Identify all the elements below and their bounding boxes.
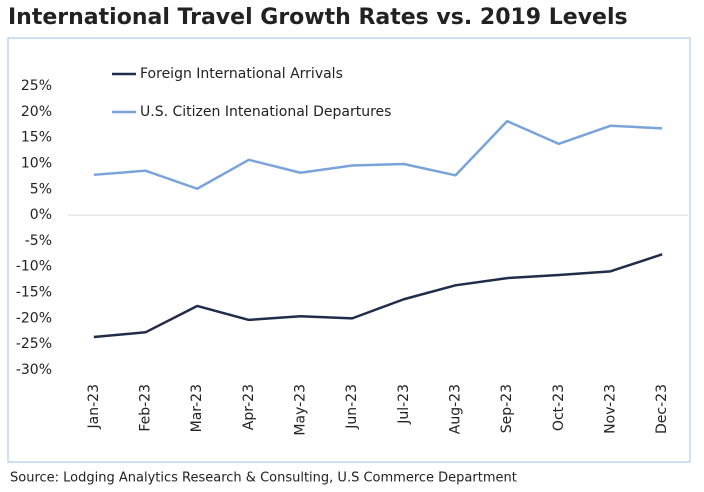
y-tick-label: -20% — [16, 310, 52, 326]
x-tick-label: Feb-23 — [138, 384, 154, 432]
y-tick-label: -25% — [16, 336, 52, 352]
source-note: Source: Lodging Analytics Research & Con… — [10, 471, 517, 486]
y-tick-label: 0% — [30, 207, 52, 223]
legend-label: U.S. Citizen Intenational Departures — [140, 104, 391, 120]
x-tick-label: Oct-23 — [551, 384, 567, 431]
x-tick-label: Jan-23 — [86, 384, 102, 429]
y-tick-label: -10% — [16, 259, 52, 275]
y-tick-label: 5% — [30, 181, 52, 197]
y-tick-label: 15% — [21, 130, 52, 146]
x-tick-label: Mar-23 — [189, 384, 205, 432]
y-tick-label: -15% — [16, 285, 52, 301]
y-tick-label: -5% — [25, 233, 52, 249]
x-tick-label: Sep-23 — [499, 384, 515, 433]
x-tick-label: Jun-23 — [344, 384, 360, 430]
chart-title: International Travel Growth Rates vs. 20… — [8, 5, 628, 30]
y-tick-label: 10% — [21, 155, 52, 171]
y-tick-label: 20% — [21, 104, 52, 120]
y-tick-label: -30% — [16, 362, 52, 378]
data-line — [93, 253, 663, 339]
y-tick-label: 25% — [21, 78, 52, 94]
x-tick-label: Jul-23 — [396, 384, 412, 425]
data-line — [93, 119, 663, 191]
legend-label: Foreign International Arrivals — [140, 66, 343, 82]
x-tick-label: Nov-23 — [603, 384, 619, 434]
x-tick-label: Aug-23 — [448, 384, 464, 434]
chart-frame — [7, 37, 691, 463]
x-tick-label: Dec-23 — [654, 384, 670, 434]
x-tick-label: May-23 — [293, 384, 309, 436]
x-tick-label: Apr-23 — [241, 384, 257, 430]
